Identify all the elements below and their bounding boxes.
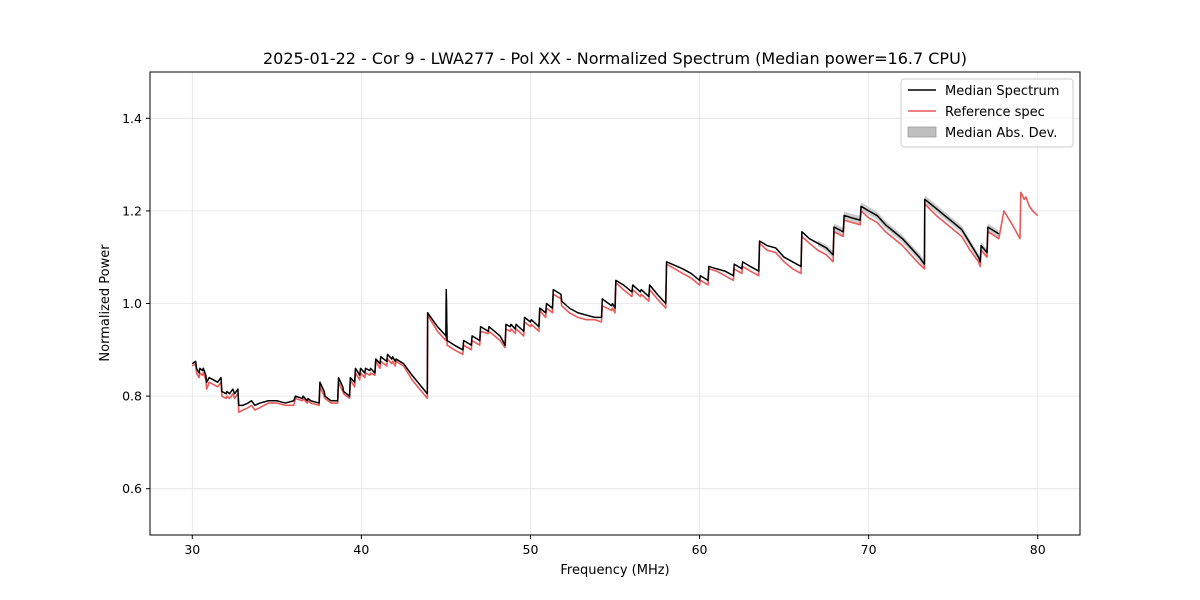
legend-mad-swatch [907,126,937,138]
median-spectrum-line [191,198,1000,407]
x-tick-label: 80 [1030,542,1046,557]
y-tick-label: 1.4 [122,111,142,126]
legend: Median Spectrum Reference spec Median Ab… [900,78,1074,148]
x-tick-label: 60 [692,542,708,557]
legend-mad-label: Median Abs. Dev. [945,126,1057,141]
plot-area [191,191,1039,414]
chart-title: 2025-01-22 - Cor 9 - LWA277 - Pol XX - N… [263,49,967,68]
x-axis: 30 40 50 60 70 80 [184,535,1046,557]
x-axis-label: Frequency (MHz) [560,563,669,578]
y-axis-label: Normalized Power [98,244,113,362]
legend-median-label: Median Spectrum [945,84,1059,99]
y-tick-label: 0.6 [122,481,142,496]
x-tick-label: 30 [184,542,200,557]
series-layer [191,191,1039,414]
x-tick-label: 70 [861,542,877,557]
y-tick-label: 1.0 [122,296,142,311]
y-tick-label: 0.8 [122,389,142,404]
legend-reference-label: Reference spec [945,105,1045,120]
x-tick-label: 50 [523,542,539,557]
legend-box [900,78,1074,148]
y-axis: 0.6 0.8 1.0 1.2 1.4 [122,111,150,496]
x-tick-label: 40 [353,542,369,557]
y-tick-label: 1.2 [122,203,142,218]
